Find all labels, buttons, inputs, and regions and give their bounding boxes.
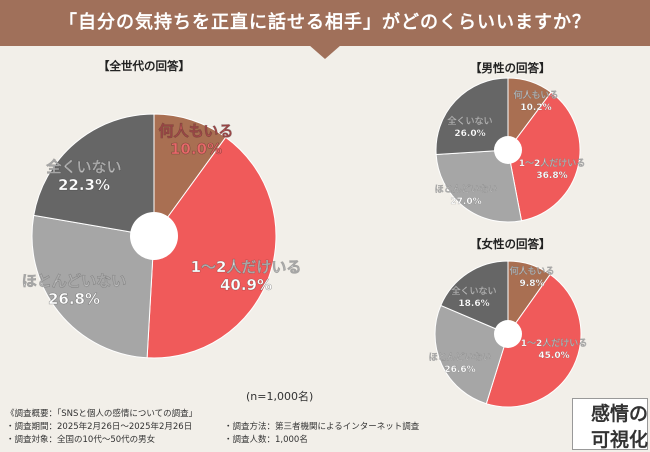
category-label: 何人もいる (159, 122, 234, 140)
pie-slice-all-few (146, 136, 277, 359)
percent-label: 18.6% (458, 299, 489, 309)
survey-period: ・調査期間：2025年2月26日〜2025年2月26日 (6, 422, 193, 432)
data-label-female-few: 1〜2人だけいる 45.0% (521, 337, 588, 361)
chart-title-all: 【全世代の回答】 (98, 59, 190, 73)
percent-label: 26.8% (48, 290, 100, 308)
pie-slice-male-none (435, 77, 509, 156)
category-label: ほとんどいない (435, 183, 498, 195)
header-banner (0, 0, 650, 46)
pie-slice-male-few (507, 91, 581, 222)
header-arrow (309, 45, 341, 59)
pie-center-all (130, 212, 178, 260)
category-label: 全くいない (446, 115, 492, 127)
data-label-male-almost-none: ほとんどいない 27.0% (434, 183, 498, 207)
category-label: 1〜2人だけいる (191, 258, 302, 276)
chart-title-male: 【男性の回答】 (470, 61, 551, 75)
data-label-male-many: 何人もいる 10.2% (513, 89, 559, 113)
percent-label: 10.0% (170, 140, 222, 158)
logo-sub-text: 可視化 (591, 429, 649, 451)
percent-label: 10.2% (520, 103, 551, 113)
percent-label: 36.8% (536, 171, 567, 181)
category-label: 全くいない (450, 285, 496, 297)
pie-slice-female-almost-none (434, 304, 509, 405)
category-label: 全くいない (45, 158, 121, 176)
category-label: 何人もいる (514, 89, 559, 101)
survey-target: ・調査対象：全国の10代〜50代の男女 (6, 435, 156, 445)
category-label: 1〜2人だけいる (521, 337, 588, 349)
data-label-female-many: 何人もいる 9.8% (509, 265, 555, 289)
percent-label: 45.0% (538, 351, 569, 361)
data-label-female-almost-none: ほとんどいない 26.6% (428, 351, 492, 375)
pie-slice-all-many (153, 113, 227, 238)
data-label-female-none: 全くいない 18.6% (450, 285, 496, 309)
survey-count: ・調査人数：1,000名 (224, 435, 308, 445)
survey-title: 《調査概要：「SNSと個人の感情についての調査」 (6, 409, 198, 419)
percent-label: 22.3% (58, 176, 110, 194)
sample-note: (n=1,000名) (246, 390, 314, 403)
survey-method: ・調査方法：第三者機関によるインターネット調査 (224, 422, 420, 432)
data-label-male-none: 全くいない 26.0% (446, 115, 492, 139)
brand-logo: 感情の 可視化 (572, 398, 649, 451)
pie-center-female (494, 320, 522, 348)
pie-center-male (494, 136, 522, 164)
pie-slice-male-almost-none (435, 149, 523, 223)
percent-label: 27.0% (450, 197, 481, 207)
percent-label: 9.8% (520, 279, 545, 289)
percent-label: 26.6% (444, 365, 475, 375)
percent-label: 26.0% (454, 129, 485, 139)
pie-slice-female-few (485, 273, 582, 408)
category-label: 何人もいる (510, 265, 555, 277)
pie-slice-all-almost-none (31, 214, 155, 359)
pie-slice-female-none (440, 260, 509, 335)
chart-title-female: 【女性の回答】 (470, 237, 551, 251)
category-label: 1〜2人だけいる (519, 157, 586, 169)
category-label: ほとんどいない (429, 351, 492, 363)
category-label: ほとんどいない (22, 272, 127, 290)
data-label-male-few: 1〜2人だけいる 36.8% (519, 157, 586, 181)
pie-slice-all-none (33, 113, 155, 237)
percent-label: 40.9% (220, 276, 272, 294)
logo-main-text: 感情の (591, 403, 649, 425)
header-title: 「自分の気持ちを正直に話せる相手」がどのくらいいますか？ (59, 12, 591, 33)
